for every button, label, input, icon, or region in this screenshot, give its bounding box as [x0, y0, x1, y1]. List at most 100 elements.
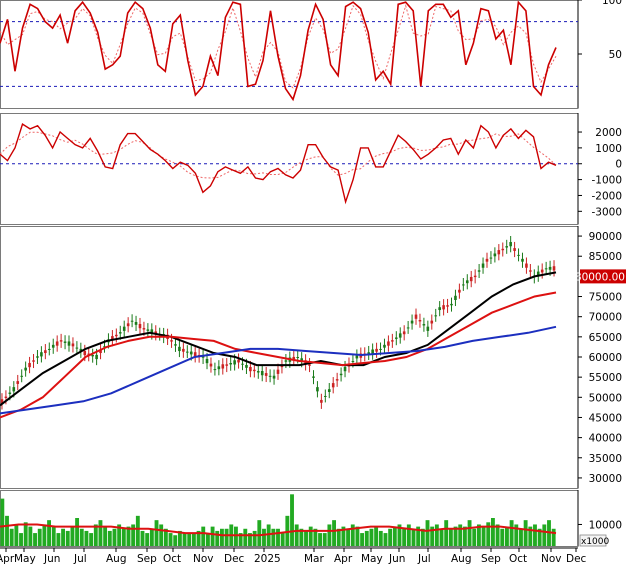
- volume-bar: [458, 524, 463, 546]
- volume-bar: [145, 533, 150, 546]
- price-bar-body: [324, 395, 327, 397]
- volume-bar: [33, 533, 37, 546]
- price-bar-body: [481, 263, 485, 268]
- price-tick-label: 35000: [589, 453, 622, 465]
- price-bar-body: [375, 348, 378, 352]
- volume-bar: [397, 524, 402, 546]
- price-bar-body: [540, 269, 544, 273]
- momentum-tick-label: 2000: [595, 127, 622, 139]
- price-bar-body: [398, 333, 402, 338]
- price-bar-body: [63, 341, 67, 343]
- price-tick-label: 30000: [589, 473, 622, 485]
- price-bar-body: [4, 396, 8, 399]
- volume-bar: [135, 515, 140, 546]
- volume-bar: [201, 526, 206, 546]
- price-bar-body: [391, 340, 394, 342]
- price-tick-label: 90000: [589, 231, 622, 243]
- price-bar-body: [16, 381, 20, 384]
- price-bar-body: [351, 361, 355, 363]
- volume-bar: [98, 520, 103, 546]
- volume-bar: [210, 526, 215, 546]
- price-bar-body: [130, 320, 134, 322]
- volume-bar: [224, 528, 229, 546]
- price-bar-body: [233, 360, 236, 365]
- price-bar-body: [47, 348, 51, 350]
- price-label-box: [580, 269, 626, 284]
- x-tick-label: Apr: [0, 553, 15, 564]
- price-bar-body: [292, 356, 296, 360]
- price-bar-body: [241, 363, 244, 365]
- price-label: 80000.00: [575, 271, 625, 283]
- volume-bar: [262, 528, 266, 546]
- price-bar-body: [544, 268, 548, 270]
- price-bar-body: [371, 349, 374, 354]
- momentum-tick-label: 1000: [595, 143, 622, 155]
- price-bar-body: [55, 341, 59, 346]
- volume-bar: [243, 528, 248, 546]
- volume-bar: [341, 526, 346, 546]
- price-bar-body: [379, 348, 382, 350]
- price-bar-body: [79, 348, 83, 352]
- price-bar-body: [32, 360, 35, 362]
- volume-tick-label: 10000: [589, 519, 622, 531]
- volume-bar: [481, 526, 486, 546]
- volume-bar: [23, 522, 28, 546]
- price-bar-body: [12, 387, 16, 392]
- price-bar-body: [517, 254, 520, 256]
- price-tick-label: 60000: [589, 352, 622, 364]
- volume-bar: [360, 533, 365, 546]
- price-frame: [0, 226, 579, 489]
- price-bar-body: [111, 336, 114, 341]
- volume-bar: [523, 520, 528, 546]
- volume-bar: [182, 533, 187, 546]
- price-bar-body: [548, 266, 552, 270]
- price-bar-body: [501, 248, 505, 251]
- volume-bar: [196, 530, 201, 546]
- price-bar-body: [308, 364, 311, 366]
- volume-bar: [551, 528, 556, 546]
- price-bar-body: [272, 375, 276, 379]
- volume-bar: [19, 533, 23, 546]
- price-bar-body: [170, 340, 173, 342]
- volume-bar: [61, 528, 66, 546]
- price-bar-body: [462, 284, 465, 286]
- momentum-tick-label: -1000: [591, 175, 622, 187]
- price-bar-body: [237, 359, 240, 363]
- volume-bar: [486, 522, 491, 546]
- price-bar-body: [253, 369, 256, 372]
- price-bar-body: [103, 346, 106, 348]
- price-ma-blue-line: [0, 325, 557, 415]
- volume-bar: [89, 533, 94, 546]
- price-bar-body: [276, 369, 280, 374]
- price-bar-body: [221, 364, 225, 369]
- volume-bar: [411, 528, 416, 546]
- volume-bar: [271, 528, 276, 546]
- volume-bar: [248, 533, 252, 546]
- volume-bar: [234, 526, 238, 546]
- volume-bar: [5, 515, 9, 546]
- price-bar-body: [24, 367, 27, 371]
- price-bar-body: [91, 354, 94, 357]
- price-bar-body: [497, 250, 501, 255]
- volume-bar: [350, 524, 355, 546]
- oscillator-tick-label: 100: [602, 0, 622, 7]
- volume-bar: [252, 530, 257, 546]
- x-tick-label: Mar: [304, 553, 324, 564]
- volume-bar: [378, 530, 383, 546]
- volume-bar: [56, 533, 61, 546]
- volume-bar: [70, 526, 75, 546]
- volume-bar: [500, 528, 505, 546]
- volume-bar: [257, 520, 262, 546]
- price-bar-body: [193, 352, 197, 357]
- price-bar-body: [20, 375, 23, 377]
- price-bar-body: [339, 373, 343, 376]
- x-axis: AprMayJunJulAugSepOctNovDec2025MarAprMay…: [0, 547, 587, 565]
- volume-bar: [392, 526, 397, 546]
- price-bar-body: [217, 366, 221, 370]
- volume-bar: [318, 533, 322, 546]
- price-bar-body: [213, 369, 217, 371]
- price-bar-body: [249, 366, 252, 372]
- price-bar-body: [387, 341, 390, 346]
- price-bar-body: [99, 350, 102, 354]
